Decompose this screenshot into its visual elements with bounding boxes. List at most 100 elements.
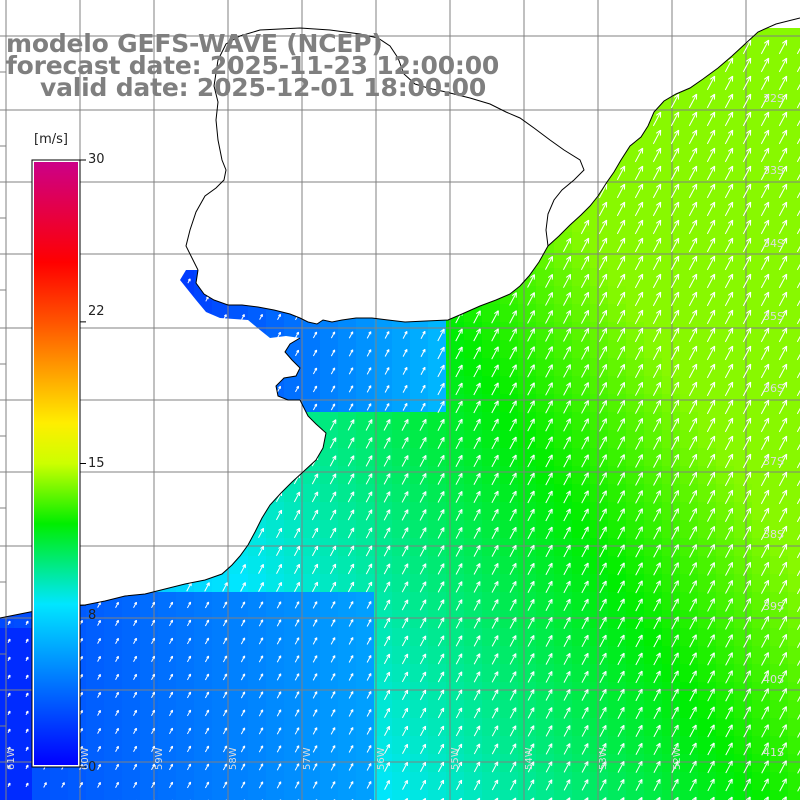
field-cell xyxy=(266,610,285,629)
field-cell xyxy=(356,574,375,593)
field-cell xyxy=(122,664,141,683)
field-cell xyxy=(680,538,699,557)
field-cell xyxy=(680,718,699,737)
field-cell xyxy=(374,736,393,755)
field-cell xyxy=(608,592,627,611)
field-cell xyxy=(392,610,411,629)
field-cell xyxy=(626,592,645,611)
field-cell xyxy=(536,718,555,737)
field-cell xyxy=(644,520,663,539)
field-cell xyxy=(716,610,735,629)
field-cell xyxy=(392,376,411,395)
field-cell xyxy=(338,736,357,755)
field-cell xyxy=(410,610,429,629)
field-cell xyxy=(770,52,789,71)
field-cell xyxy=(0,646,15,665)
field-cell xyxy=(338,322,357,341)
field-cell xyxy=(590,556,609,575)
field-cell xyxy=(158,682,177,701)
field-cell xyxy=(788,448,800,467)
field-cell xyxy=(158,718,177,737)
field-cell xyxy=(536,430,555,449)
field-cell xyxy=(788,124,800,143)
field-cell xyxy=(266,790,285,800)
field-cell xyxy=(302,466,321,485)
longitude-label: 55W xyxy=(450,747,461,770)
field-cell xyxy=(626,196,645,215)
field-cell xyxy=(572,268,591,287)
longitude-label: 52W xyxy=(672,747,683,770)
field-cell xyxy=(680,610,699,629)
field-cell xyxy=(248,700,267,719)
field-cell xyxy=(572,466,591,485)
field-cell xyxy=(608,646,627,665)
field-cell xyxy=(302,538,321,557)
field-cell xyxy=(518,484,537,503)
field-cell xyxy=(158,700,177,719)
field-cell xyxy=(392,700,411,719)
field-cell xyxy=(518,556,537,575)
field-cell xyxy=(698,322,717,341)
field-cell xyxy=(284,610,303,629)
field-cell xyxy=(536,340,555,359)
field-cell xyxy=(482,358,501,377)
field-cell xyxy=(518,430,537,449)
field-cell xyxy=(338,340,357,359)
field-cell xyxy=(590,412,609,431)
field-cell xyxy=(536,448,555,467)
field-cell xyxy=(320,466,339,485)
field-cell xyxy=(788,754,800,773)
field-cell xyxy=(302,646,321,665)
field-cell xyxy=(770,718,789,737)
field-cell xyxy=(734,592,753,611)
field-cell xyxy=(518,574,537,593)
field-cell xyxy=(698,286,717,305)
field-cell xyxy=(752,430,771,449)
field-cell xyxy=(320,448,339,467)
valid-date: valid date: 2025-12-01 18:00:00 xyxy=(6,73,487,102)
field-cell xyxy=(788,538,800,557)
field-cell xyxy=(698,250,717,269)
field-cell xyxy=(482,412,501,431)
field-cell xyxy=(374,502,393,521)
field-cell xyxy=(590,430,609,449)
field-cell xyxy=(356,700,375,719)
field-cell xyxy=(266,520,285,539)
field-cell xyxy=(104,718,123,737)
field-cell xyxy=(536,628,555,647)
field-cell xyxy=(428,430,447,449)
field-cell xyxy=(680,250,699,269)
field-cell xyxy=(284,556,303,575)
field-cell xyxy=(572,682,591,701)
field-cell xyxy=(734,70,753,89)
field-cell xyxy=(320,610,339,629)
field-cell xyxy=(608,628,627,647)
field-cell xyxy=(284,376,303,395)
field-cell xyxy=(770,160,789,179)
field-cell xyxy=(374,484,393,503)
field-cell xyxy=(770,142,789,161)
field-cell xyxy=(734,52,753,71)
field-cell xyxy=(680,520,699,539)
longitude-label: 58W xyxy=(228,747,239,770)
field-cell xyxy=(770,304,789,323)
field-cell xyxy=(662,520,681,539)
field-cell xyxy=(680,322,699,341)
field-cell xyxy=(446,430,465,449)
field-cell xyxy=(554,628,573,647)
field-cell xyxy=(482,736,501,755)
latitude-label: 33S xyxy=(763,164,784,177)
field-cell xyxy=(770,538,789,557)
field-cell xyxy=(428,574,447,593)
field-cell xyxy=(338,700,357,719)
field-cell xyxy=(482,304,501,323)
field-cell xyxy=(14,664,33,683)
field-cell xyxy=(788,232,800,251)
field-cell xyxy=(626,646,645,665)
field-cell xyxy=(734,250,753,269)
field-cell xyxy=(464,412,483,431)
field-cell xyxy=(680,160,699,179)
field-cell xyxy=(572,232,591,251)
field-cell xyxy=(0,682,15,701)
field-cell xyxy=(626,484,645,503)
